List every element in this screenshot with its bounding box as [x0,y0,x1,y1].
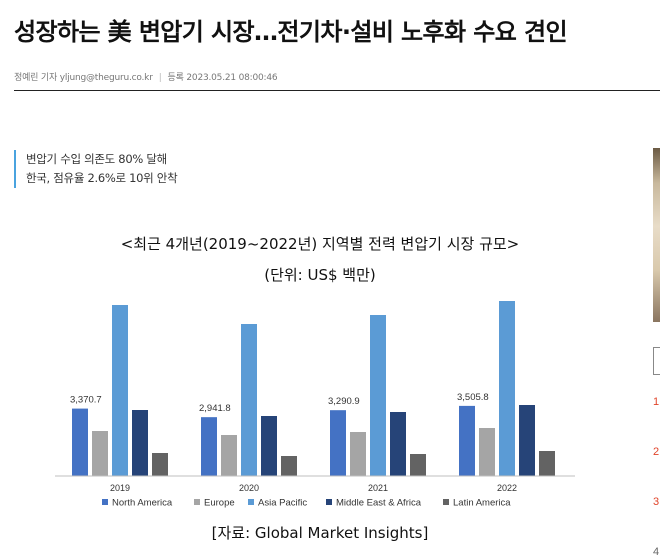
x-tick-label: 2022 [497,483,517,493]
bar [241,324,257,476]
bar [370,315,386,476]
chart-title: <최근 4개년(2019~2022년) 지역별 전력 변압기 시장 규모> [120,235,520,253]
article-meta: 정예린 기자 yljung@theguru.co.kr | 등록 2023.05.2… [14,70,278,83]
byline[interactable]: 정예린 기자 yljung@theguru.co.kr [14,73,153,83]
bar [390,412,406,476]
bar [519,405,535,476]
bar [112,305,128,476]
sidebar-thumbnail[interactable] [653,148,660,322]
bar [459,405,475,476]
sidebar-rank-number: 2 [653,446,660,458]
data-label: 3,505.8 [457,392,489,403]
legend-entry: Middle East & Africa [336,498,422,509]
bar [410,454,426,476]
sidebar-rank-number: 4 [653,546,660,557]
legend-swatch [248,499,254,505]
legend-entry: North America [112,498,173,509]
article-headline: 성장하는 美 변압기 시장…전기차·설비 노후화 수요 견인 [14,18,568,46]
bar [330,410,346,476]
data-label: 3,370.7 [70,395,102,406]
chart-unit: (단위: US$ 백만) [264,266,376,284]
article-summary: 변압기 수입 의존도 80% 달해 한국, 점유율 2.6%로 10위 안착 [14,150,178,188]
data-label: 3,290.9 [328,396,360,407]
legend-entry: Asia Pacific [258,498,307,509]
x-tick-label: 2019 [110,483,130,493]
bar [72,408,88,476]
header-divider [14,90,660,91]
legend-swatch [443,499,449,505]
legend-swatch [194,499,200,505]
sidebar-rank-number: 1 [653,396,660,408]
sidebar-tab-box[interactable] [653,347,660,375]
bar [201,417,217,476]
publish-date: 2023.05.21 08:00:46 [186,73,278,83]
legend-swatch [102,499,108,505]
legend-entry: Latin America [453,498,511,509]
data-label: 2,941.8 [199,403,231,414]
legend-swatch [326,499,332,505]
bar [132,410,148,476]
market-size-bar-chart: 3,370.7 2019 2,941.8 2020 3,290.9 2021 3,505.8… [55,301,575,509]
bar [499,301,515,476]
bar [92,431,108,476]
legend-entry: Europe [204,498,235,509]
summary-line: 한국, 점유율 2.6%로 10위 안착 [26,171,178,185]
bar [539,451,555,476]
bar [479,428,495,476]
meta-divider: | [158,73,162,83]
sidebar-rank-number: 3 [653,496,660,508]
summary-line: 변압기 수입 의존도 80% 달해 [26,152,167,166]
bar [152,453,168,476]
bar [350,432,366,476]
bar [261,416,277,476]
chart-source: [자료: Global Market Insights] [211,524,429,542]
x-tick-label: 2021 [368,483,388,493]
x-tick-label: 2020 [239,483,259,493]
bar [281,456,297,476]
bar [221,435,237,476]
date-label: 등록 [167,73,184,83]
